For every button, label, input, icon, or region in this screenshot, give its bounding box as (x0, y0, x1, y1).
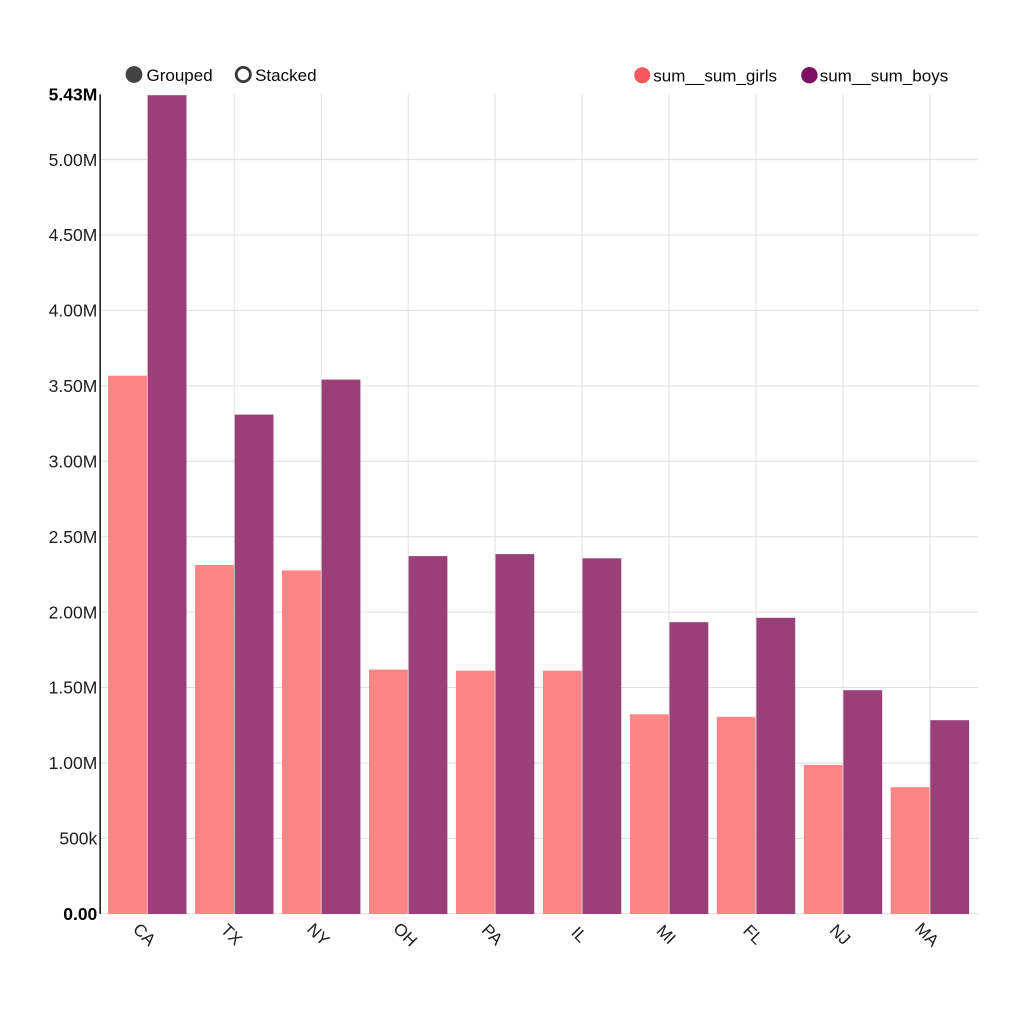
svg-text:1.00M: 1.00M (49, 753, 98, 773)
svg-text:0.00: 0.00 (63, 904, 97, 924)
svg-text:4.00M: 4.00M (49, 301, 98, 321)
svg-text:3.50M: 3.50M (49, 376, 98, 396)
svg-text:2.50M: 2.50M (49, 527, 98, 547)
svg-text:Stacked: Stacked (255, 66, 316, 85)
svg-text:sum__sum_girls: sum__sum_girls (653, 66, 777, 85)
svg-text:4.50M: 4.50M (49, 225, 98, 245)
svg-text:3.00M: 3.00M (49, 452, 98, 472)
svg-text:2.00M: 2.00M (49, 602, 98, 622)
svg-text:sum__sum_boys: sum__sum_boys (820, 66, 949, 85)
svg-text:5.43M: 5.43M (49, 85, 98, 105)
svg-text:1.50M: 1.50M (49, 678, 98, 698)
svg-text:Grouped: Grouped (147, 66, 213, 85)
svg-text:500k: 500k (59, 829, 97, 849)
svg-text:5.00M: 5.00M (49, 150, 98, 170)
